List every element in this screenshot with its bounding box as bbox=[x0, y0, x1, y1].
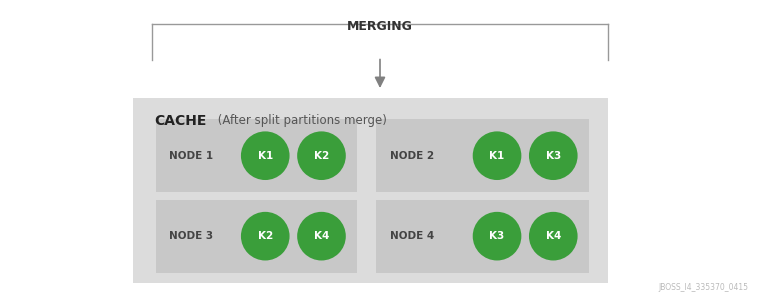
Text: MERGING: MERGING bbox=[347, 20, 413, 33]
Text: K3: K3 bbox=[489, 231, 505, 241]
Text: NODE 4: NODE 4 bbox=[390, 231, 434, 241]
Text: K3: K3 bbox=[546, 151, 561, 161]
Text: K4: K4 bbox=[314, 231, 329, 241]
Text: NODE 2: NODE 2 bbox=[390, 151, 434, 161]
Text: K1: K1 bbox=[258, 151, 273, 161]
Text: NODE 3: NODE 3 bbox=[169, 231, 214, 241]
Text: NODE 1: NODE 1 bbox=[169, 151, 214, 161]
Text: CACHE: CACHE bbox=[154, 114, 207, 128]
Text: K1: K1 bbox=[489, 151, 505, 161]
Ellipse shape bbox=[473, 131, 521, 180]
Ellipse shape bbox=[241, 212, 290, 260]
Ellipse shape bbox=[529, 131, 578, 180]
Bar bbox=[156, 119, 357, 192]
Text: K4: K4 bbox=[546, 231, 561, 241]
Bar bbox=[156, 200, 357, 273]
Text: (After split partitions merge): (After split partitions merge) bbox=[214, 114, 386, 127]
Bar bbox=[376, 200, 589, 273]
Text: JBOSS_I4_335370_0415: JBOSS_I4_335370_0415 bbox=[659, 283, 749, 292]
Text: K2: K2 bbox=[258, 231, 273, 241]
Ellipse shape bbox=[241, 131, 290, 180]
Ellipse shape bbox=[297, 212, 346, 260]
Bar bbox=[376, 119, 589, 192]
Ellipse shape bbox=[297, 131, 346, 180]
Text: K2: K2 bbox=[314, 151, 329, 161]
Ellipse shape bbox=[473, 212, 521, 260]
Ellipse shape bbox=[529, 212, 578, 260]
Bar bbox=[133, 98, 608, 283]
